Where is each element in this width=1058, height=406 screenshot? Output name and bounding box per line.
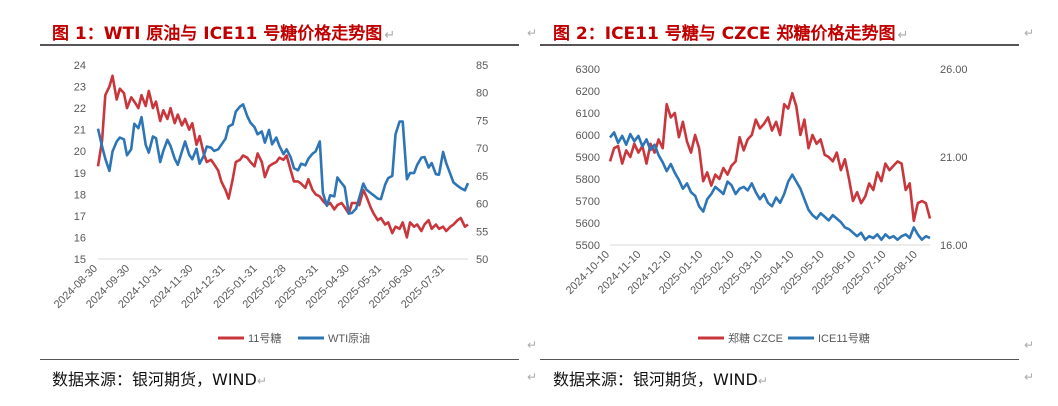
y-left-tick-label: 5800 xyxy=(576,174,600,186)
return-mark: ↵ xyxy=(897,28,909,43)
y-right-tick-label: 21.00 xyxy=(940,152,968,164)
y-left-tick-label: 5600 xyxy=(576,218,600,230)
y-left-tick-label: 6200 xyxy=(576,86,600,98)
figure-1-footer-rule xyxy=(40,359,519,360)
y-right-tick-label: 70 xyxy=(476,143,488,155)
y-left-tick-label: 23 xyxy=(74,82,86,94)
figure-2-source: 数据来源：银河期货，WIND↵ xyxy=(553,366,768,390)
y-left-tick-label: 22 xyxy=(74,103,86,115)
y-left-tick-label: 18 xyxy=(74,189,86,201)
y-left-tick-label: 6300 xyxy=(576,64,600,76)
figure-2-chart: 5500 5600 5700 5800 5900 6000 6100 6200 6300 16.0… xyxy=(564,64,968,345)
legend-label: 郑糖 CZCE xyxy=(728,331,783,345)
figure-2-footer-rule xyxy=(540,359,1019,360)
y-right-tick-label: 55 xyxy=(476,226,488,238)
figure-1-title: 图 1：WTI 原油与 ICE11 号糖价格走势图 ↵ xyxy=(52,19,395,44)
y-left-tick-label: 17 xyxy=(74,211,86,223)
y-right-tick-label: 50 xyxy=(476,254,488,266)
series-line-1 xyxy=(96,74,469,239)
y-left-tick-label: 5900 xyxy=(576,152,600,164)
y-left-tick-label: 15 xyxy=(74,254,86,266)
return-mark: ↵ xyxy=(527,26,538,40)
figure-1-title-rule xyxy=(40,44,519,46)
y-left-tick-label: 6000 xyxy=(576,130,600,142)
y-left-tick-label: 21 xyxy=(74,125,86,137)
y-right-tick-label: 85 xyxy=(476,60,488,72)
figure-2-source-text: 数据来源：银河期货，WIND xyxy=(553,370,758,389)
figure-1-source: 数据来源：银河期货，WIND↵ xyxy=(52,366,267,390)
return-mark: ↵ xyxy=(527,338,538,352)
y-right-tick-label: 26.00 xyxy=(940,64,968,76)
y-left-tick-label: 24 xyxy=(74,60,86,72)
figure-1-chart: 1516171819202122232450556065707580852024… xyxy=(52,60,488,345)
y-left-tick-label: 16 xyxy=(74,232,86,244)
figure-1-source-text: 数据来源：银河期货，WIND xyxy=(52,370,257,389)
figure-2-title: 图 2：ICE11 号糖与 CZCE 郑糖价格走势图 ↵ xyxy=(553,19,908,44)
legend-label: WTI原油 xyxy=(328,331,370,345)
return-mark: ↵ xyxy=(1024,338,1035,352)
y-left-tick-label: 5500 xyxy=(576,240,600,252)
legend-label: 11号糖 xyxy=(248,331,281,345)
y-left-tick-label: 5700 xyxy=(576,196,600,208)
figure-1-chart-area: 15 16 17 18 19 20 21 22 23 24 50 55 60 65 70 75 80 85 2024… xyxy=(40,46,519,359)
series-line-2 xyxy=(608,131,931,241)
return-mark: ↵ xyxy=(1024,370,1035,384)
series-line-1 xyxy=(608,91,932,223)
figure-1-title-text: 图 1：WTI 原油与 ICE11 号糖价格走势图 xyxy=(52,24,383,44)
y-left-tick-label: 20 xyxy=(74,146,86,158)
return-mark: ↵ xyxy=(757,374,768,388)
y-right-tick-label: 65 xyxy=(476,171,488,183)
return-mark: ↵ xyxy=(256,374,267,388)
y-right-tick-label: 60 xyxy=(476,199,488,211)
y-left-tick-label: 6100 xyxy=(576,108,600,120)
y-right-tick-label: 16.00 xyxy=(940,240,968,252)
series-line-2 xyxy=(96,103,470,215)
legend-label: ICE11号糖 xyxy=(818,331,870,345)
y-right-tick-label: 80 xyxy=(476,88,488,100)
figure-2-title-rule xyxy=(540,44,1019,46)
y-left-tick-label: 19 xyxy=(74,168,86,180)
return-mark: ↵ xyxy=(527,370,538,384)
return-mark: ↵ xyxy=(1024,26,1035,40)
return-mark: ↵ xyxy=(384,28,396,43)
figure-2-chart-area: 5500 5600 5700 5800 5900 6000 6100 6200 6300 16.0… xyxy=(540,46,1019,359)
figure-2-title-text: 图 2：ICE11 号糖与 CZCE 郑糖价格走势图 xyxy=(553,24,896,44)
y-right-tick-label: 75 xyxy=(476,115,488,127)
